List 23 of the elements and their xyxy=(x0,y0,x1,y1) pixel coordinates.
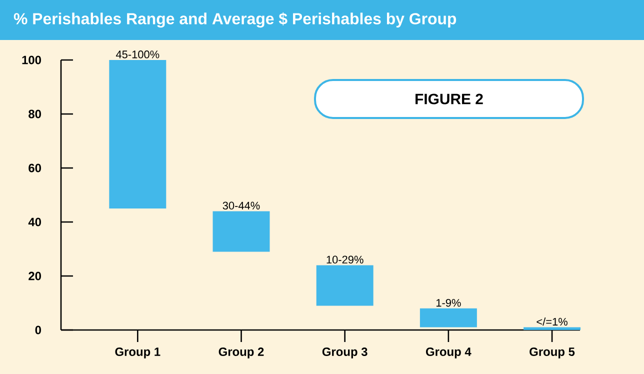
bar xyxy=(524,327,581,330)
annotation: FIGURE 2 xyxy=(416,94,483,104)
x-tick-label: Group 1 xyxy=(115,348,160,358)
annotation: 45-100% xyxy=(116,50,160,58)
chart-title: % Perishables Range and Average $ Perishables by Group xyxy=(14,12,456,28)
x-tick-label: Group 5 xyxy=(530,348,575,358)
bar xyxy=(109,60,166,208)
x-tick-label: Group 4 xyxy=(426,348,472,358)
annotation: 30-44% xyxy=(222,202,260,210)
x-tick-label: Group 3 xyxy=(322,348,368,358)
bar xyxy=(212,211,270,252)
y-tick-label: 60 xyxy=(28,164,41,172)
x-tick-label: Group 2 xyxy=(218,348,264,358)
y-tick-label: 0 xyxy=(35,326,41,334)
bar xyxy=(420,308,477,328)
y-tick-label: 80 xyxy=(28,110,41,118)
annotation: </=1% xyxy=(536,318,568,326)
y-tick-label: 20 xyxy=(28,272,41,280)
annotation: 1-9% xyxy=(436,298,461,307)
y-tick-label: 40 xyxy=(28,218,41,226)
annotation: 10-29% xyxy=(326,256,364,264)
bar xyxy=(316,265,374,306)
y-tick-label: 100 xyxy=(22,56,41,64)
